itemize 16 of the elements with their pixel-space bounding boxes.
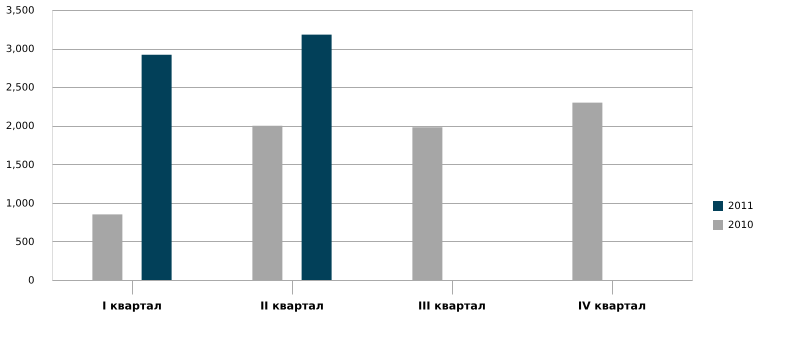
x-tick-label: III квартал <box>418 300 486 312</box>
bar <box>302 34 332 280</box>
y-tick-label: 2,000 <box>6 121 34 132</box>
y-tick-label: 3,000 <box>6 44 34 56</box>
bar <box>142 54 172 280</box>
x-tick-label: II квартал <box>260 300 324 312</box>
legend-label: 2011 <box>728 201 754 212</box>
y-tick-label: 0 <box>28 276 34 286</box>
y-tick-label: 1,500 <box>6 160 34 171</box>
y-tick-label: 1,000 <box>6 198 34 210</box>
legend-label: 2010 <box>728 220 754 231</box>
y-tick-label: 3,500 <box>6 6 34 16</box>
y-tick-label: 500 <box>15 236 34 248</box>
x-tick-label: I квартал <box>102 300 162 312</box>
x-tick-label: IV квартал <box>578 300 646 312</box>
y-tick-label: 2,500 <box>6 82 34 94</box>
